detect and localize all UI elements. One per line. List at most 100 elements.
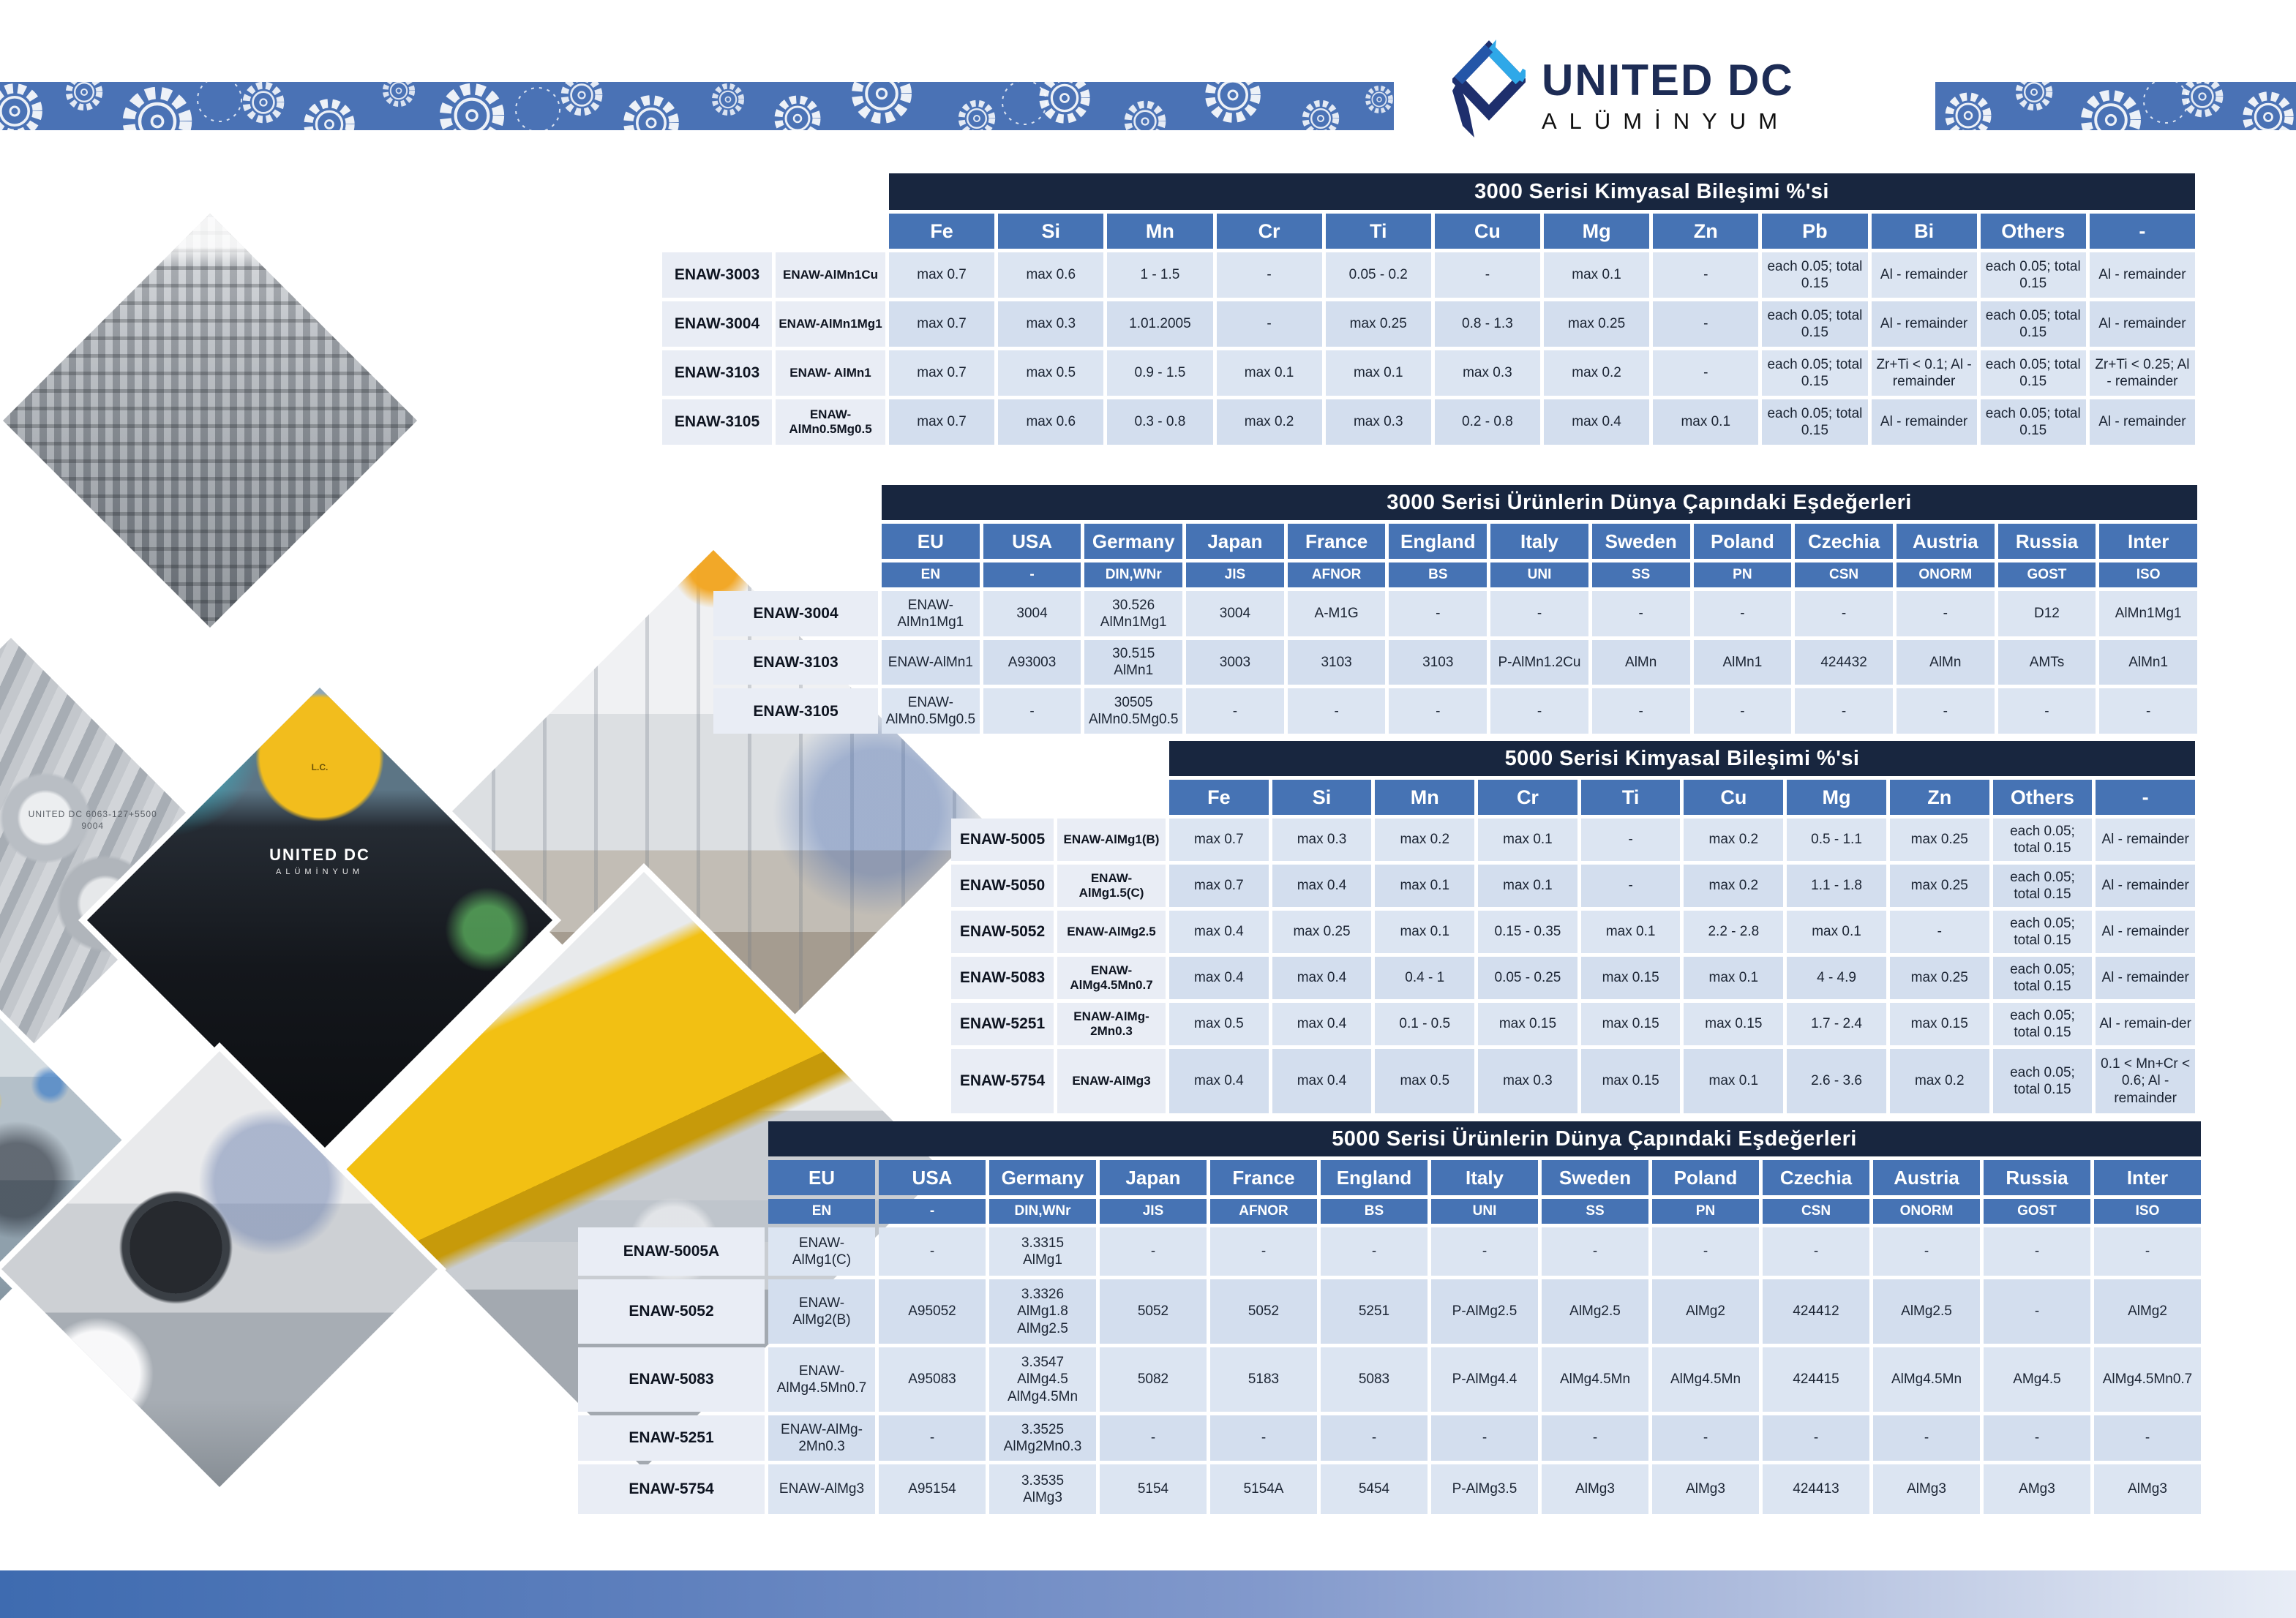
table-cell: 4 - 4.9: [1787, 957, 1886, 999]
table-cell: -: [1434, 252, 1540, 298]
column-header: Germany: [989, 1160, 1096, 1195]
table-cell: ENAW- AlMg2(B): [768, 1279, 875, 1344]
table-cell: 3.3535 AlMg3: [989, 1464, 1096, 1514]
billet-stamp-text: UNITED DC 6063-127+5500 9004: [28, 809, 157, 831]
column-header: UNI: [1490, 562, 1588, 587]
table-cell: max 0.4: [1272, 1049, 1372, 1113]
table-cell: Al - remainder: [2089, 399, 2195, 445]
table-cell: max 0.5: [1375, 1049, 1475, 1113]
table-cell: 424415: [1763, 1347, 1869, 1412]
table-cell: -: [1693, 591, 1792, 636]
table-cell: -: [1431, 1415, 1538, 1461]
table-cell: -: [1896, 591, 1995, 636]
table-cell: Al - remainder: [2096, 865, 2195, 907]
table-title: 3000 Serisi Kimyasal Bileşimi %'si: [889, 173, 2195, 210]
table-cell: 5082: [1100, 1347, 1207, 1412]
table-cell: 3.3326 AlMg1.8 AlMg2.5: [989, 1279, 1096, 1344]
table-cell: max 0.15: [1580, 1003, 1681, 1045]
table-cell: -: [1100, 1415, 1207, 1461]
column-header: Mn: [1375, 780, 1475, 815]
ingot-stacks-photo: [0, 205, 426, 636]
table-cell: 424412: [1763, 1279, 1869, 1344]
table-title: 5000 Serisi Ürünlerin Dünya Çapındaki Eş…: [768, 1121, 2201, 1156]
column-header: Bi: [1871, 214, 1977, 249]
table-cell: max 0.1: [1580, 911, 1681, 953]
column-header: Others: [1980, 214, 2086, 249]
table-cell: -: [1693, 688, 1792, 734]
row-label: ENAW-5083: [951, 957, 1054, 999]
column-header: Pb: [1762, 214, 1868, 249]
table-cell: -: [1653, 350, 1759, 396]
table-cell: -: [1321, 1227, 1428, 1276]
column-header: France: [1287, 524, 1386, 559]
table-cell: Al - remainder: [2096, 957, 2195, 999]
brand-subtitle: ALÜMİNYUM: [1542, 108, 1790, 134]
table-cell: AMTs: [1997, 639, 2096, 685]
table-cell: max 0.1: [1684, 1049, 1784, 1113]
table-cell: -: [2099, 688, 2197, 734]
column-header: Czechia: [1795, 524, 1893, 559]
table-cell: max 0.3: [1478, 1049, 1577, 1113]
table-cell: P-AlMg2.5: [1431, 1279, 1538, 1344]
table-cell: max 0.7: [889, 301, 995, 347]
table-cell: -: [2094, 1227, 2201, 1276]
table-cell: -: [1997, 688, 2096, 734]
row-label: ENAW-5251: [578, 1415, 765, 1461]
table-cell: ENAW-AlMn1Mg1: [882, 591, 980, 636]
table-cell: -: [1542, 1227, 1648, 1276]
table-corner-spacer: [662, 173, 885, 210]
table-cell: max 0.1: [1544, 252, 1650, 298]
table-cell: Zr+Ti < 0.25; Al - remainder: [2089, 350, 2195, 396]
table-cell: each 0.05; total 0.15: [1762, 301, 1868, 347]
table-cell: -: [1763, 1415, 1869, 1461]
column-header: Si: [998, 214, 1104, 249]
row-label: ENAW-5052: [578, 1279, 765, 1344]
table-cell: each 0.05; total 0.15: [1762, 252, 1868, 298]
header-spacer: [713, 562, 878, 587]
table-cell: ENAW-AlMn1: [882, 639, 980, 685]
column-header: ONORM: [1873, 1199, 1980, 1224]
column-header: ONORM: [1896, 562, 1995, 587]
table-cell: AlMg4.5Mn: [1542, 1347, 1648, 1412]
table-cell: max 0.4: [1272, 957, 1372, 999]
table-cell: each 0.05; total 0.15: [1980, 350, 2086, 396]
table-cell: max 0.15: [1478, 1003, 1577, 1045]
row-label: ENAW-5005A: [578, 1227, 765, 1276]
table-cell: 3.3315 AlMg1: [989, 1227, 1096, 1276]
column-header: JIS: [1100, 1199, 1207, 1224]
column-header: -: [2096, 780, 2195, 815]
table-cell: -: [1873, 1415, 1980, 1461]
table-cell: AMg3: [1984, 1464, 2090, 1514]
table-cell: max 0.15: [1684, 1003, 1784, 1045]
row-label: ENAW-3103: [662, 350, 772, 396]
table-cell: -: [1984, 1415, 2090, 1461]
table-cell: max 0.4: [1169, 957, 1269, 999]
table-cell: max 0.4: [1169, 911, 1269, 953]
table-cell: 0.5 - 1.1: [1787, 819, 1886, 861]
table-cell: max 0.2: [1375, 819, 1475, 861]
table-cell: P-AlMg4.4: [1431, 1347, 1538, 1412]
column-header: EU: [882, 524, 980, 559]
column-header: Austria: [1896, 524, 1995, 559]
column-header: ISO: [2094, 1199, 2201, 1224]
column-header: UNI: [1431, 1199, 1538, 1224]
table-cell: max 0.25: [1889, 819, 1989, 861]
table-cell: 0.1 - 0.5: [1375, 1003, 1475, 1045]
column-header: Italy: [1431, 1160, 1538, 1195]
column-header: AFNOR: [1210, 1199, 1317, 1224]
table-cell: Zr+Ti < 0.1; Al - remainder: [1871, 350, 1977, 396]
row-label: ENAW-AlMn1Cu: [776, 252, 885, 298]
jacket-logo-title: UNITED DC: [269, 846, 370, 865]
column-header: Others: [1992, 780, 2093, 815]
table-cell: 5251: [1321, 1279, 1428, 1344]
table-cell: 0.3 - 0.8: [1107, 399, 1213, 445]
column-header: DIN,WNr: [989, 1199, 1096, 1224]
column-header: Japan: [1186, 524, 1284, 559]
table-cell: Al - remainder: [1871, 301, 1977, 347]
table-cell: max 0.7: [889, 350, 995, 396]
table-cell: max 0.7: [1169, 865, 1269, 907]
table-cell: max 0.1: [1787, 911, 1886, 953]
table-cell: each 0.05; total 0.15: [1980, 301, 2086, 347]
table-cell: AMg4.5: [1984, 1347, 2090, 1412]
